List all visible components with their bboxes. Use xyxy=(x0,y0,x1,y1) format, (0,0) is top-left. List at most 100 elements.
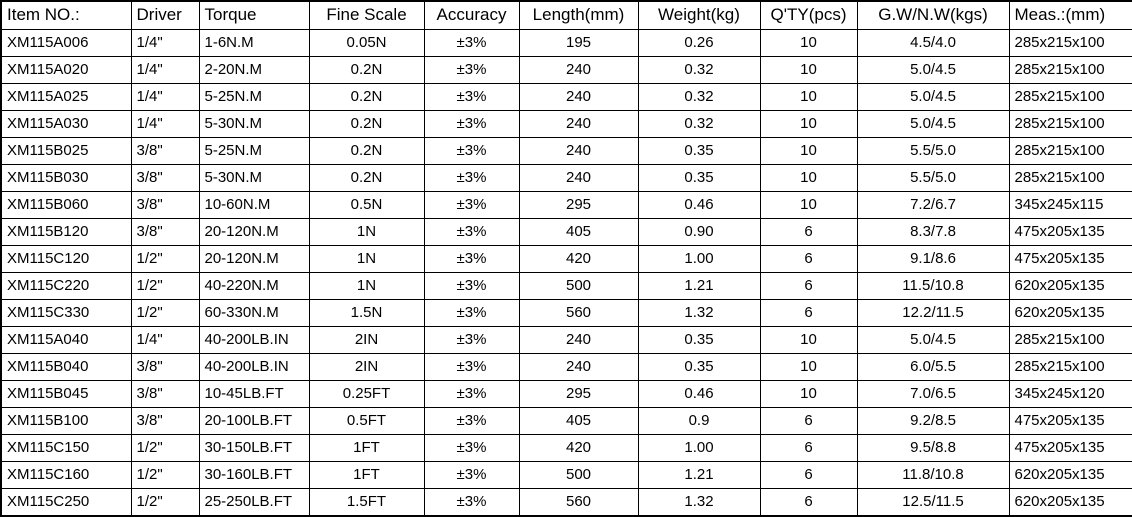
table-cell-torque: 20-120N.M xyxy=(198,218,310,246)
table-cell-item-no: XM115C330 xyxy=(0,299,132,327)
table-cell-weight-kg: 0.46 xyxy=(637,191,761,219)
table-cell-g-w-n-w-kgs: 4.5/4.0 xyxy=(856,29,1010,57)
table-cell-torque: 5-30N.M xyxy=(198,110,310,138)
table-cell-driver: 1/2" xyxy=(130,461,200,489)
table-cell-g-w-n-w-kgs: 9.1/8.6 xyxy=(856,245,1010,273)
table-row: XM115C220 1/2" 40-220N.M 1N ±3% 500 1.21 6 11.5/… xyxy=(0,272,1132,300)
table-cell-meas-mm: 475x205x135 xyxy=(1008,434,1132,462)
table-cell-q-ty-pcs: 6 xyxy=(759,218,858,246)
table-cell-fine-scale: 0.2N xyxy=(308,56,425,84)
table-cell-q-ty-pcs: 10 xyxy=(759,164,858,192)
table-cell-item-no: XM115A006 xyxy=(0,29,132,57)
column-header-length-mm: Length(mm) xyxy=(518,0,639,30)
table-cell-g-w-n-w-kgs: 5.5/5.0 xyxy=(856,137,1010,165)
table-cell-g-w-n-w-kgs: 12.5/11.5 xyxy=(856,488,1010,517)
table-cell-driver: 1/2" xyxy=(130,299,200,327)
table-cell-accuracy: ±3% xyxy=(423,110,520,138)
table-cell-q-ty-pcs: 10 xyxy=(759,83,858,111)
table-cell-g-w-n-w-kgs: 5.5/5.0 xyxy=(856,164,1010,192)
table-cell-weight-kg: 0.32 xyxy=(637,110,761,138)
table-cell-torque: 5-30N.M xyxy=(198,164,310,192)
table-row: XM115A040 1/4" 40-200LB.IN 2IN ±3% 240 0.35 10 5… xyxy=(0,326,1132,354)
table-cell-fine-scale: 1.5N xyxy=(308,299,425,327)
table-row: XM115C330 1/2" 60-330N.M 1.5N ±3% 560 1.32 6 12.… xyxy=(0,299,1132,327)
table-cell-weight-kg: 1.00 xyxy=(637,245,761,273)
table-cell-torque: 2-20N.M xyxy=(198,56,310,84)
table-cell-fine-scale: 2IN xyxy=(308,353,425,381)
table-row: XM115C160 1/2" 30-160LB.FT 1FT ±3% 500 1.21 6 11… xyxy=(0,461,1132,489)
table-cell-driver: 1/2" xyxy=(130,488,200,517)
table-row: XM115B030 3/8" 5-30N.M 0.2N ±3% 240 0.35 10 5.5/… xyxy=(0,164,1132,192)
table-cell-torque: 10-60N.M xyxy=(198,191,310,219)
table-cell-accuracy: ±3% xyxy=(423,299,520,327)
table-cell-weight-kg: 0.35 xyxy=(637,164,761,192)
table-cell-weight-kg: 0.32 xyxy=(637,56,761,84)
table-cell-g-w-n-w-kgs: 12.2/11.5 xyxy=(856,299,1010,327)
table-cell-g-w-n-w-kgs: 11.5/10.8 xyxy=(856,272,1010,300)
table-cell-meas-mm: 475x205x135 xyxy=(1008,407,1132,435)
table-cell-item-no: XM115B045 xyxy=(0,380,132,408)
table-cell-g-w-n-w-kgs: 7.2/6.7 xyxy=(856,191,1010,219)
table-cell-torque: 60-330N.M xyxy=(198,299,310,327)
table-row: XM115B100 3/8" 20-100LB.FT 0.5FT ±3% 405 0.9 6 9… xyxy=(0,407,1132,435)
table-cell-fine-scale: 0.2N xyxy=(308,137,425,165)
table-cell-length-mm: 500 xyxy=(518,461,639,489)
table-cell-fine-scale: 1N xyxy=(308,272,425,300)
column-header-g-w-n-w-kgs: G.W/N.W(kgs) xyxy=(856,0,1010,30)
table-cell-accuracy: ±3% xyxy=(423,461,520,489)
table-row: XM115A030 1/4" 5-30N.M 0.2N ±3% 240 0.32 10 5.0/… xyxy=(0,110,1132,138)
table-cell-weight-kg: 1.32 xyxy=(637,299,761,327)
table-cell-weight-kg: 1.00 xyxy=(637,434,761,462)
table-cell-accuracy: ±3% xyxy=(423,380,520,408)
table-cell-driver: 3/8" xyxy=(130,164,200,192)
table-cell-meas-mm: 620x205x135 xyxy=(1008,488,1132,517)
header-row: Item NO.: Driver Torque Fine Scale Accuracy L… xyxy=(0,0,1132,30)
table-cell-accuracy: ±3% xyxy=(423,29,520,57)
column-header-accuracy: Accuracy xyxy=(423,0,520,30)
table-cell-fine-scale: 1FT xyxy=(308,461,425,489)
table-cell-accuracy: ±3% xyxy=(423,164,520,192)
table-cell-accuracy: ±3% xyxy=(423,488,520,517)
table-cell-torque: 20-120N.M xyxy=(198,245,310,273)
table-cell-fine-scale: 0.25FT xyxy=(308,380,425,408)
table-cell-item-no: XM115B040 xyxy=(0,353,132,381)
table-cell-g-w-n-w-kgs: 9.5/8.8 xyxy=(856,434,1010,462)
table-cell-q-ty-pcs: 6 xyxy=(759,434,858,462)
table-cell-item-no: XM115B025 xyxy=(0,137,132,165)
table-cell-g-w-n-w-kgs: 6.0/5.5 xyxy=(856,353,1010,381)
table-cell-torque: 40-200LB.IN xyxy=(198,326,310,354)
table-cell-driver: 3/8" xyxy=(130,380,200,408)
table-cell-weight-kg: 1.21 xyxy=(637,272,761,300)
table-cell-item-no: XM115C150 xyxy=(0,434,132,462)
table-cell-length-mm: 240 xyxy=(518,326,639,354)
table-cell-torque: 5-25N.M xyxy=(198,83,310,111)
table-cell-accuracy: ±3% xyxy=(423,191,520,219)
table-cell-g-w-n-w-kgs: 5.0/4.5 xyxy=(856,83,1010,111)
table-cell-length-mm: 420 xyxy=(518,245,639,273)
table-cell-q-ty-pcs: 6 xyxy=(759,299,858,327)
table-cell-accuracy: ±3% xyxy=(423,56,520,84)
table-cell-meas-mm: 285x215x100 xyxy=(1008,83,1132,111)
table-row: XM115B120 3/8" 20-120N.M 1N ±3% 405 0.90 6 8.3/7… xyxy=(0,218,1132,246)
table-cell-item-no: XM115C120 xyxy=(0,245,132,273)
table-cell-accuracy: ±3% xyxy=(423,353,520,381)
table-cell-meas-mm: 285x215x100 xyxy=(1008,164,1132,192)
table-row: XM115B040 3/8" 40-200LB.IN 2IN ±3% 240 0.35 10 6… xyxy=(0,353,1132,381)
table-cell-fine-scale: 1FT xyxy=(308,434,425,462)
table-cell-item-no: XM115A020 xyxy=(0,56,132,84)
table-cell-driver: 1/4" xyxy=(130,326,200,354)
table-row: XM115A020 1/4" 2-20N.M 0.2N ±3% 240 0.32 10 5.0/… xyxy=(0,56,1132,84)
table-cell-item-no: XM115B100 xyxy=(0,407,132,435)
table-row: XM115B025 3/8" 5-25N.M 0.2N ±3% 240 0.35 10 5.5/… xyxy=(0,137,1132,165)
table-cell-torque: 30-150LB.FT xyxy=(198,434,310,462)
table-cell-item-no: XM115C250 xyxy=(0,488,132,517)
table-cell-driver: 1/4" xyxy=(130,56,200,84)
table-cell-length-mm: 500 xyxy=(518,272,639,300)
table-cell-driver: 1/4" xyxy=(130,83,200,111)
table-cell-weight-kg: 0.32 xyxy=(637,83,761,111)
table-cell-item-no: XM115A040 xyxy=(0,326,132,354)
table-cell-length-mm: 560 xyxy=(518,488,639,517)
table-cell-meas-mm: 620x205x135 xyxy=(1008,299,1132,327)
table-cell-fine-scale: 0.2N xyxy=(308,164,425,192)
